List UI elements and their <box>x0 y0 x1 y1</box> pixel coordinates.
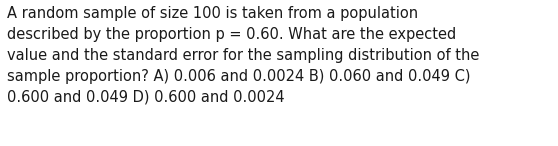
Text: A random sample of size 100 is taken from a population
described by the proporti: A random sample of size 100 is taken fro… <box>7 6 479 105</box>
